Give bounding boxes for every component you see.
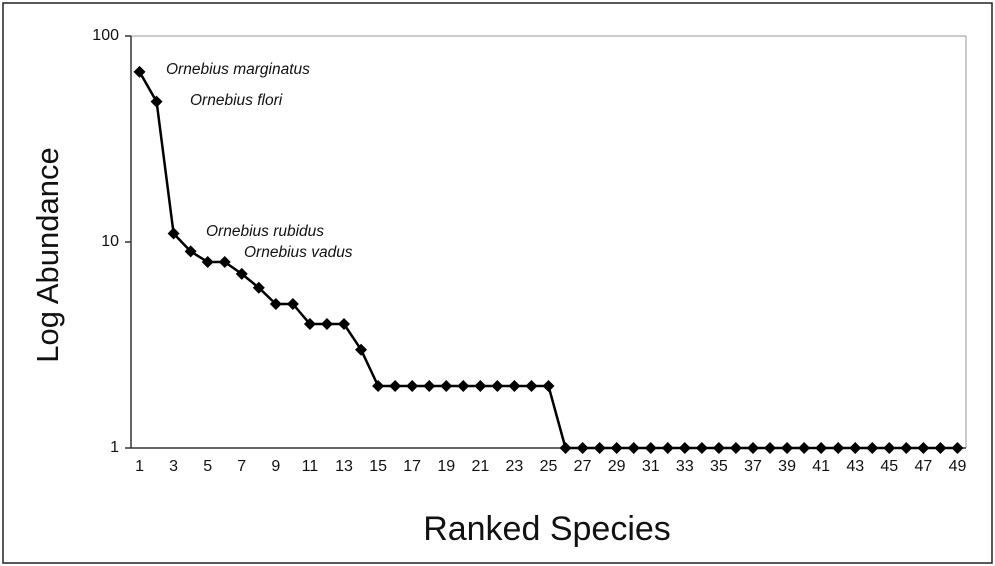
x-tick-label: 35 (710, 458, 728, 475)
annotation: Ornebius flori (190, 92, 283, 109)
x-tick-label: 7 (237, 458, 246, 475)
x-tick-label: 1 (135, 458, 144, 475)
x-tick-label: 19 (437, 458, 455, 475)
data-point (320, 317, 333, 330)
data-point (252, 281, 265, 294)
data-point (235, 267, 248, 280)
x-tick-label: 9 (271, 458, 280, 475)
x-tick-label: 25 (540, 458, 558, 475)
x-tick-label: 43 (846, 458, 864, 475)
x-tick-label: 13 (335, 458, 353, 475)
x-tick-label: 41 (812, 458, 830, 475)
data-point (406, 379, 419, 392)
data-point (423, 379, 436, 392)
y-tick-label: 1 (110, 439, 119, 456)
x-tick-label: 21 (471, 458, 489, 475)
data-point (338, 317, 351, 330)
data-point (508, 379, 521, 392)
annotation: Ornebius marginatus (166, 61, 310, 78)
data-point (542, 379, 555, 392)
data-point (781, 442, 794, 454)
data-point (167, 227, 180, 240)
data-point (269, 298, 282, 311)
x-tick-label: 33 (676, 458, 694, 475)
data-point (218, 255, 231, 268)
data-point (866, 442, 879, 454)
data-point (389, 379, 402, 392)
y-axis-title: Log Abundance (30, 147, 65, 363)
x-tick-label: 15 (369, 458, 387, 475)
data-point (729, 442, 742, 454)
data-point (934, 442, 947, 454)
x-axis-title: Ranked Species (423, 510, 671, 548)
data-point (695, 442, 708, 454)
data-point (372, 379, 385, 392)
x-tick-label: 27 (574, 458, 592, 475)
y-tick-label: 10 (101, 233, 119, 250)
data-point (355, 343, 368, 356)
data-point (627, 442, 640, 454)
data-point (303, 317, 316, 330)
data-point (917, 442, 930, 454)
data-point (951, 442, 964, 454)
annotation: Ornebius rubidus (206, 223, 324, 240)
x-tick-label: 5 (203, 458, 212, 475)
x-tick-label: 37 (744, 458, 762, 475)
x-tick-label: 11 (302, 458, 319, 475)
data-point (815, 442, 828, 454)
x-tick-label: 39 (778, 458, 796, 475)
data-point (184, 245, 197, 258)
data-point (746, 442, 759, 454)
annotation: Ornebius vadus (244, 244, 353, 261)
x-tick-label: 49 (949, 458, 967, 475)
data-point (798, 442, 811, 454)
data-point (883, 442, 896, 454)
data-point (593, 442, 606, 454)
data-point (678, 442, 691, 454)
y-tick-label: 100 (92, 27, 119, 44)
data-point (559, 442, 572, 454)
x-tick-label: 17 (403, 458, 421, 475)
data-point (900, 442, 913, 454)
data-point (491, 379, 504, 392)
x-tick-label: 23 (506, 458, 524, 475)
data-point (474, 379, 487, 392)
data-point (201, 255, 214, 268)
data-point (440, 379, 453, 392)
x-tick-label: 29 (608, 458, 626, 475)
data-point (133, 65, 146, 78)
data-point (644, 442, 657, 454)
data-point (832, 442, 845, 454)
data-point (150, 95, 163, 108)
data-point (661, 442, 674, 454)
data-point (712, 442, 725, 454)
x-tick-label: 45 (880, 458, 898, 475)
x-tick-label: 47 (914, 458, 932, 475)
x-tick-label: 3 (169, 458, 178, 475)
data-point (576, 442, 589, 454)
data-point (849, 442, 862, 454)
data-point (457, 379, 470, 392)
x-tick-label: 31 (642, 458, 660, 475)
data-point (286, 298, 299, 311)
data-point (764, 442, 777, 454)
data-point (610, 442, 623, 454)
data-point (525, 379, 538, 392)
